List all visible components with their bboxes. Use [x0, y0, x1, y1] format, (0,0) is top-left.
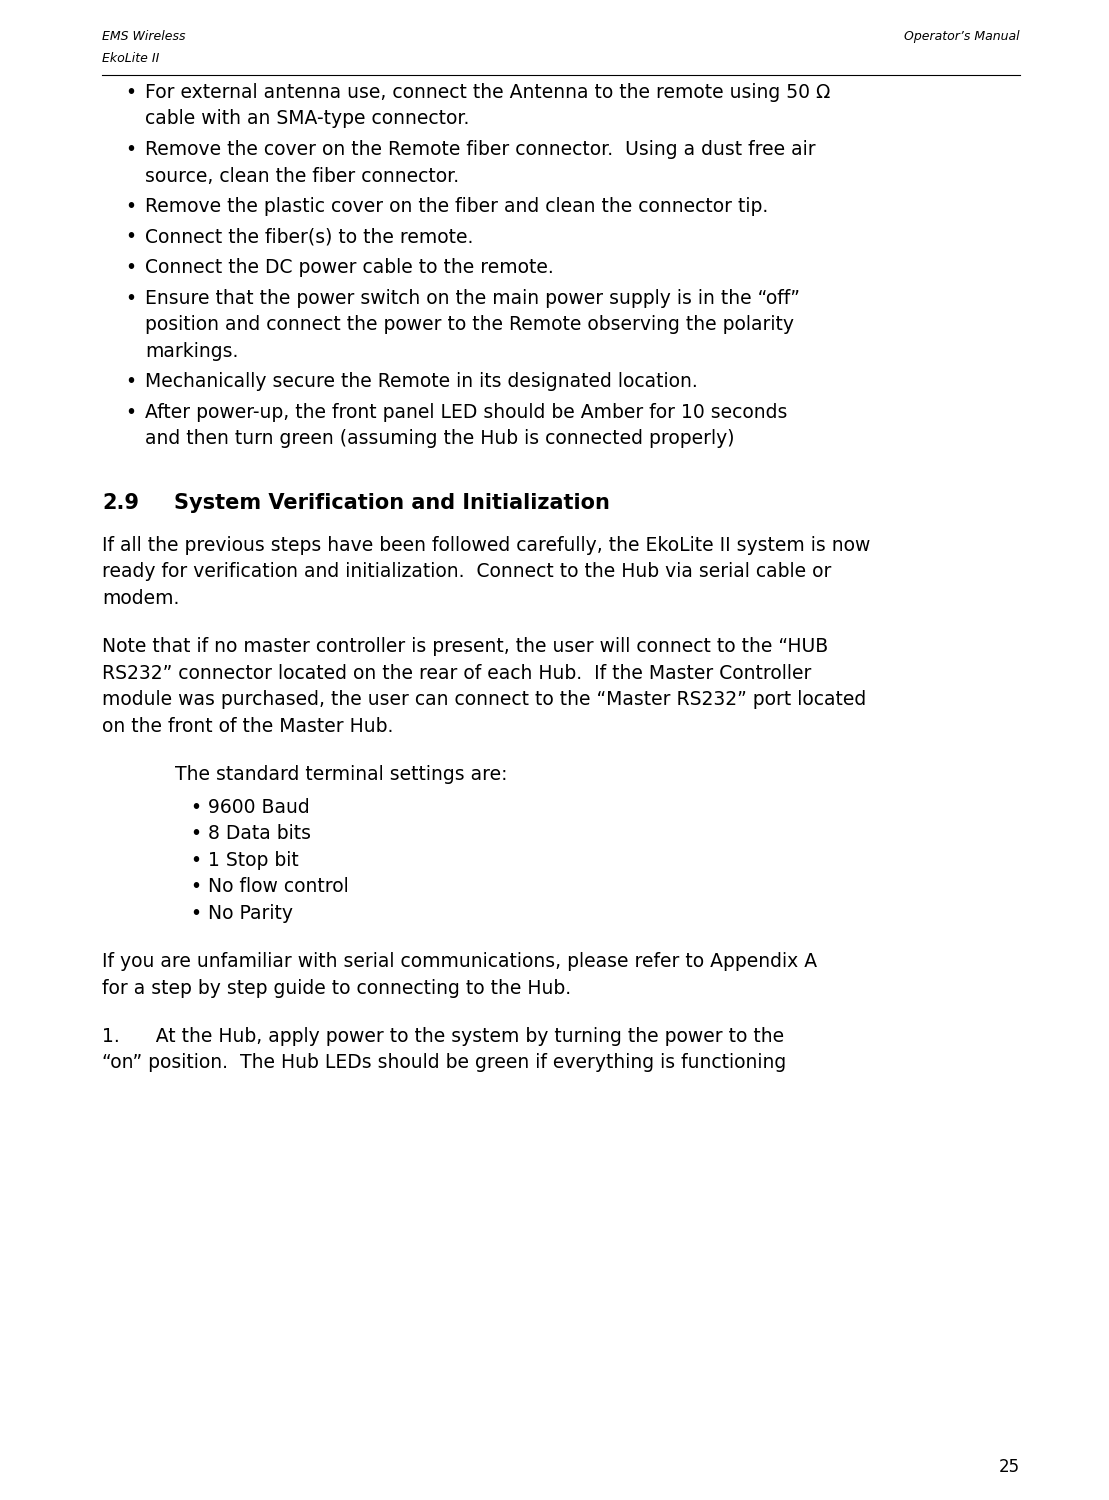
Text: and then turn green (assuming the Hub is connected properly): and then turn green (assuming the Hub is… [145, 429, 734, 448]
Text: •: • [125, 228, 136, 246]
Text: Note that if no master controller is present, the user will connect to the “HUB: Note that if no master controller is pre… [102, 638, 828, 656]
Text: If all the previous steps have been followed carefully, the EkoLite II system is: If all the previous steps have been foll… [102, 536, 871, 555]
Text: •: • [125, 140, 136, 159]
Text: •: • [190, 850, 201, 870]
Text: EMS Wireless: EMS Wireless [102, 30, 185, 44]
Text: EkoLite II: EkoLite II [102, 53, 160, 64]
Text: •: • [125, 288, 136, 308]
Text: •: • [125, 196, 136, 216]
Text: source, clean the fiber connector.: source, clean the fiber connector. [145, 166, 459, 186]
Text: Remove the plastic cover on the fiber and clean the connector tip.: Remove the plastic cover on the fiber an… [145, 196, 769, 216]
Text: 8 Data bits: 8 Data bits [208, 824, 311, 843]
Text: Mechanically secure the Remote in its designated location.: Mechanically secure the Remote in its de… [145, 372, 698, 392]
Text: •: • [125, 82, 136, 102]
Text: No Parity: No Parity [208, 903, 293, 922]
Text: No flow control: No flow control [208, 878, 348, 896]
Text: 2.9: 2.9 [102, 492, 139, 513]
Text: System Verification and Initialization: System Verification and Initialization [174, 492, 610, 513]
Text: 1 Stop bit: 1 Stop bit [208, 850, 298, 870]
Text: •: • [125, 372, 136, 392]
Text: •: • [125, 402, 136, 422]
Text: modem.: modem. [102, 588, 180, 608]
Text: cable with an SMA-type connector.: cable with an SMA-type connector. [145, 110, 469, 129]
Text: •: • [190, 903, 201, 922]
Text: Ensure that the power switch on the main power supply is in the “off”: Ensure that the power switch on the main… [145, 288, 800, 308]
Text: If you are unfamiliar with serial communications, please refer to Appendix A: If you are unfamiliar with serial commun… [102, 952, 817, 970]
Text: ready for verification and initialization.  Connect to the Hub via serial cable : ready for verification and initializatio… [102, 562, 832, 580]
Text: For external antenna use, connect the Antenna to the remote using 50 Ω: For external antenna use, connect the An… [145, 82, 831, 102]
Text: •: • [190, 878, 201, 896]
Text: Connect the DC power cable to the remote.: Connect the DC power cable to the remote… [145, 258, 553, 278]
Text: on the front of the Master Hub.: on the front of the Master Hub. [102, 717, 394, 735]
Text: •: • [190, 824, 201, 843]
Text: 25: 25 [999, 1458, 1020, 1476]
Text: •: • [125, 258, 136, 278]
Text: RS232” connector located on the rear of each Hub.  If the Master Controller: RS232” connector located on the rear of … [102, 663, 812, 682]
Text: 9600 Baud: 9600 Baud [208, 798, 309, 816]
Text: The standard terminal settings are:: The standard terminal settings are: [175, 765, 508, 784]
Text: Connect the fiber(s) to the remote.: Connect the fiber(s) to the remote. [145, 228, 474, 246]
Text: for a step by step guide to connecting to the Hub.: for a step by step guide to connecting t… [102, 978, 571, 998]
Text: “on” position.  The Hub LEDs should be green if everything is functioning: “on” position. The Hub LEDs should be gr… [102, 1053, 786, 1072]
Text: module was purchased, the user can connect to the “Master RS232” port located: module was purchased, the user can conne… [102, 690, 866, 709]
Text: After power-up, the front panel LED should be Amber for 10 seconds: After power-up, the front panel LED shou… [145, 402, 787, 422]
Text: markings.: markings. [145, 342, 238, 360]
Text: position and connect the power to the Remote observing the polarity: position and connect the power to the Re… [145, 315, 794, 334]
Text: •: • [190, 798, 201, 816]
Text: Operator’s Manual: Operator’s Manual [904, 30, 1020, 44]
Text: 1.      At the Hub, apply power to the system by turning the power to the: 1. At the Hub, apply power to the system… [102, 1028, 784, 1045]
Text: Remove the cover on the Remote fiber connector.  Using a dust free air: Remove the cover on the Remote fiber con… [145, 140, 815, 159]
